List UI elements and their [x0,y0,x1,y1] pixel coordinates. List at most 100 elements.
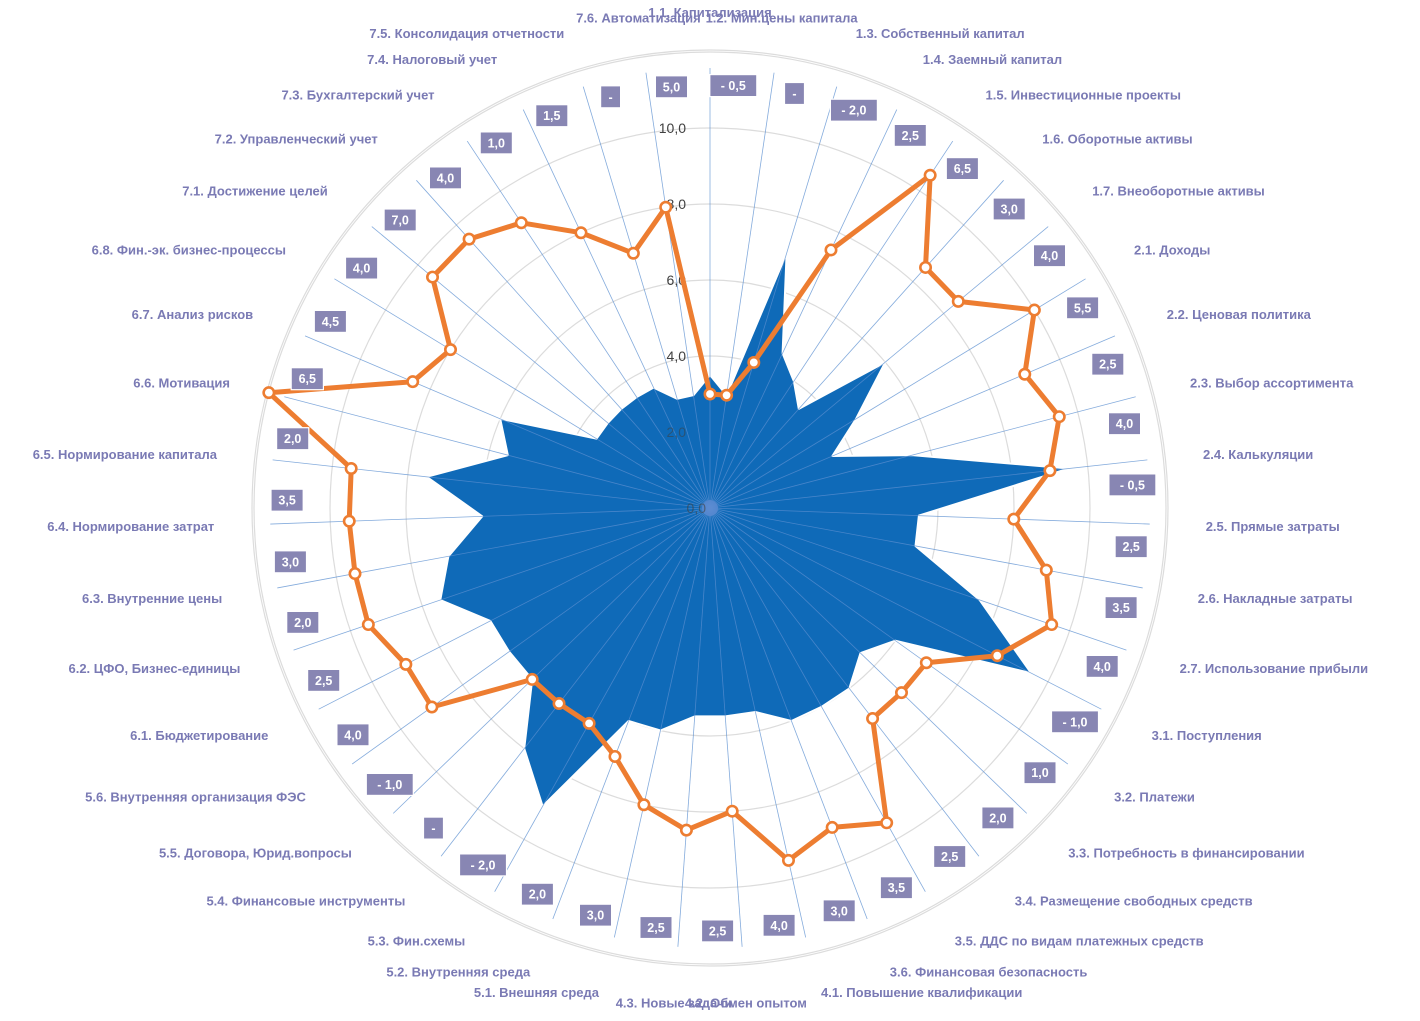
category-label: 3.1. Поступления [1152,728,1262,743]
line-marker [720,388,734,402]
delta-label: 5,0 [654,75,689,99]
spoke-line [709,180,1004,509]
delta-box [945,157,980,181]
delta-box [992,197,1026,221]
category-label: 1.2. Мин.цены капитала [706,10,859,25]
delta-text: 6,5 [954,162,971,176]
delta-box [1050,710,1100,734]
delta-label: 4,0 [1107,412,1142,436]
spoke-line [709,507,1028,814]
spoke-line [645,72,711,509]
tick-label: 4,0 [667,348,687,364]
delta-label: 6,5 [290,367,325,391]
spoke-line [709,507,1102,710]
delta-box [1065,296,1100,320]
category-label: 7.6. Автоматизация [576,10,701,25]
spoke-line [709,507,1143,589]
category-label: 6.5. Нормирование капитала [33,447,218,462]
delta-text: 2,5 [315,674,332,688]
delta-box [783,81,806,106]
delta-box [981,806,1015,830]
delta-text: 6,5 [299,372,316,386]
line-marker [1027,303,1041,317]
spoke-line [709,335,1116,509]
line-marker [747,355,761,369]
spoke-line [709,459,1148,509]
line-marker [399,657,413,671]
grid-ring-outer [251,49,1169,967]
delta-box [1091,352,1125,376]
delta-box [1108,473,1157,497]
delta-text: 2,5 [941,850,958,864]
spoke-line [709,507,743,947]
area-series-shape [425,252,1070,808]
line-marker [919,260,933,274]
delta-text: 2,0 [284,432,301,446]
line-marker [923,168,937,182]
delta-text: 2,5 [647,921,664,935]
category-label: 5.5. Договора, Юрид.вопросы [159,845,352,860]
delta-text: 4,0 [1116,417,1133,431]
delta-text: 2,5 [1123,540,1140,554]
category-label: 4.3. Новые задачи [616,996,733,1011]
line-marker [825,820,839,834]
delta-box [276,427,310,451]
delta-label: 2,0 [276,427,310,451]
delta-label: 4,0 [336,723,370,747]
delta-label: 2,5 [1114,535,1148,559]
delta-box [639,915,673,940]
spoke-line [466,140,711,509]
delta-label: - 2,0 [458,853,508,877]
delta-box [700,919,735,943]
delta-label: 3,0 [822,899,856,923]
delta-label: 2,5 [700,919,735,943]
delta-text: - 1,0 [1062,715,1087,729]
delta-label: 2,0 [286,610,320,635]
line-marker [574,226,588,240]
line-marker [951,294,965,308]
delta-text: 2,5 [902,129,919,143]
category-label: 2.1. Доходы [1134,243,1210,258]
category-label: 7.1. Достижение целей [182,184,328,199]
delta-box [1107,412,1142,436]
delta-box [1104,595,1138,620]
tick-label: 2,0 [667,424,687,440]
spoke-line [613,507,711,938]
delta-label: - [599,85,622,109]
line-marker [990,649,1004,663]
delta-label: 4,0 [1032,244,1067,268]
tick-label-center: 0,0 [687,500,707,516]
spoke-line [304,335,711,509]
delta-label: 5,5 [1065,296,1100,320]
delta-label: 4,0 [344,256,379,280]
delta-text: 3,5 [278,494,295,508]
spoke-line [709,72,775,509]
line-marker [1043,464,1057,478]
delta-text: 2,0 [989,811,1006,825]
line-marker [361,618,375,632]
delta-label: 4,0 [428,166,463,190]
delta-text: 4,0 [770,919,787,933]
delta-text: 2,0 [529,888,546,902]
delta-label: 1,5 [535,104,569,128]
delta-box [879,876,914,900]
delta-box [458,853,508,877]
delta-text: 4,0 [344,728,361,742]
line-series-layer [262,168,1066,867]
spoke-line [351,507,711,765]
delta-label: 2,5 [1091,352,1125,376]
spoke-line [709,507,868,920]
delta-label: 3,5 [879,876,914,900]
line-marker [725,804,739,818]
delta-text: 1,5 [543,109,560,123]
delta-label: - 2,0 [829,98,879,122]
category-label: 6.4. Нормирование затрат [47,519,214,534]
line-marker [1045,618,1059,632]
category-label: 7.3. Бухгалтерский учет [281,87,434,102]
delta-box [822,899,856,923]
category-label: 3.3. Потребность в финансировании [1068,845,1304,860]
delta-box [535,104,569,128]
spoke-line [709,226,1049,509]
delta-label: 7,0 [383,208,417,232]
category-label: 2.4. Калькуляции [1203,447,1313,462]
